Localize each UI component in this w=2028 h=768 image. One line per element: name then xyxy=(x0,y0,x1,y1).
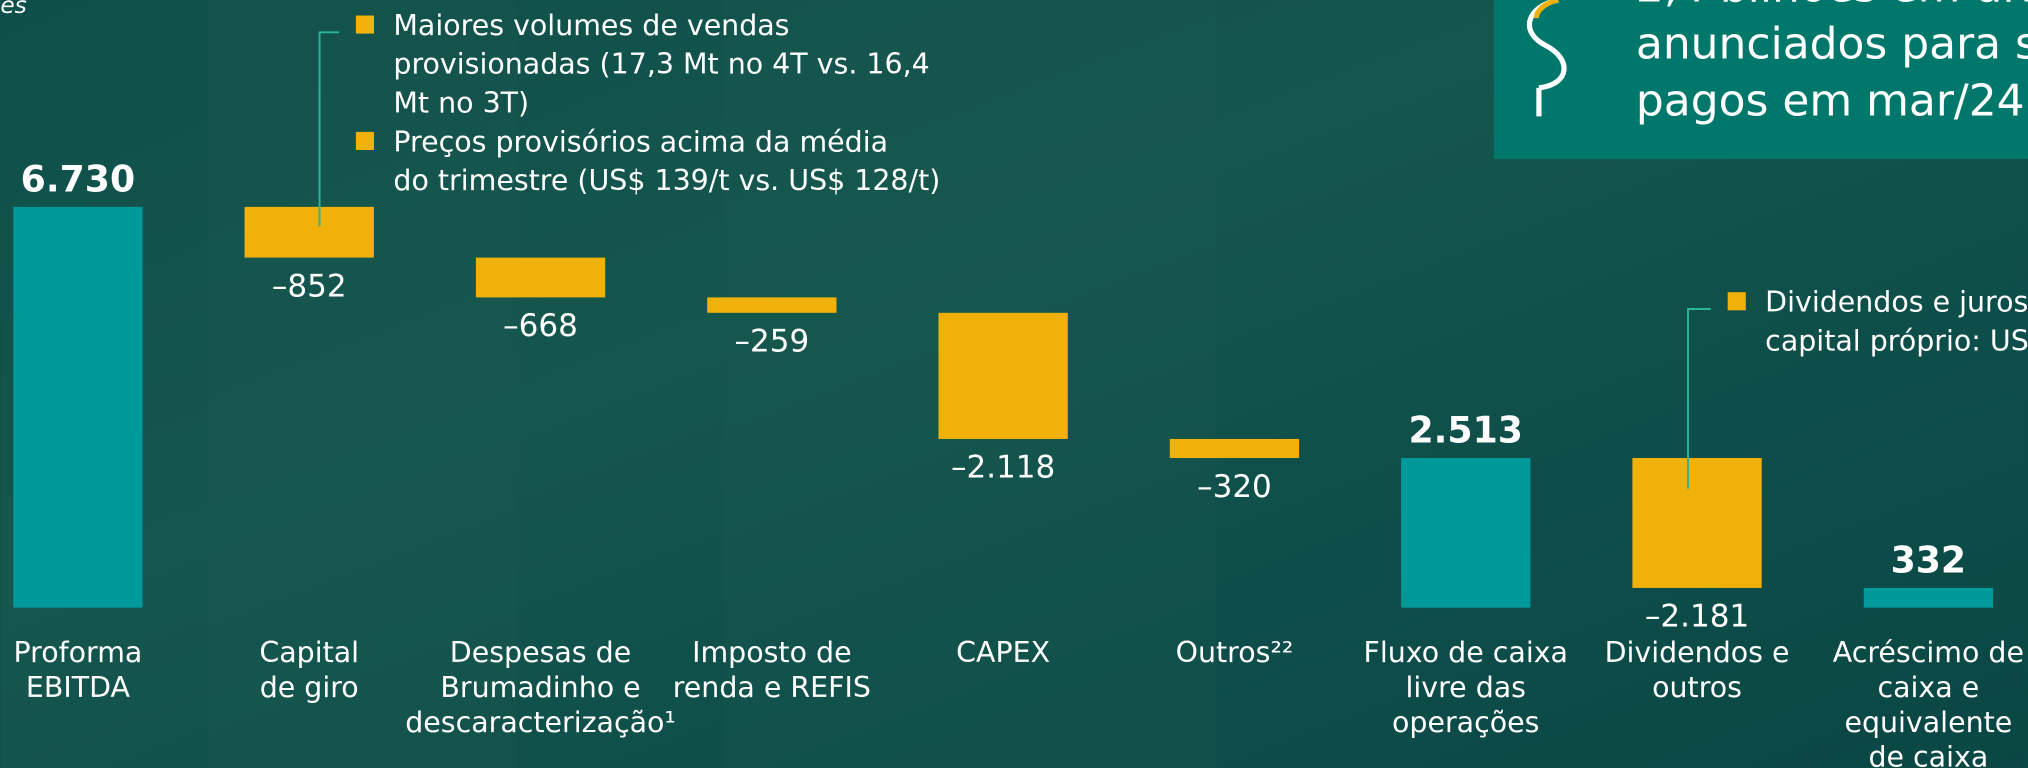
value-label: 6.730 xyxy=(21,157,135,200)
annotation-text: Maiores volumes de vendas provisionadas (… xyxy=(393,9,929,120)
category-label: Capital de giro xyxy=(259,636,359,704)
bar xyxy=(707,297,837,313)
bullet xyxy=(355,15,374,34)
value-label: –2.181 xyxy=(1645,599,1749,635)
value-label: 332 xyxy=(1891,538,1967,581)
bullet xyxy=(1727,292,1746,311)
photo-shade xyxy=(207,0,518,768)
annotation-text: Dividendos e juros capital próprio: US$ xyxy=(1765,286,2028,358)
value-label: –2.118 xyxy=(951,450,1055,486)
category-label: Fluxo de caixa livre das operações xyxy=(1364,636,1568,739)
callout-line: 2,4 bilhões em divi xyxy=(1636,0,2028,13)
category-label: Outros²² xyxy=(1176,636,1294,669)
bar xyxy=(1632,458,1762,588)
value-label: –852 xyxy=(272,268,347,304)
category-label: Proforma EBITDA xyxy=(13,636,142,704)
callout-line: pagos em mar/24 xyxy=(1636,75,2025,126)
bullet xyxy=(355,131,374,150)
bar xyxy=(244,206,374,258)
category-label: CAPEX xyxy=(956,636,1050,669)
category-label: Despesas de Brumadinho e descaracterização… xyxy=(405,636,676,739)
value-label: –320 xyxy=(1197,469,1272,505)
annotation-text: Preços provisórios acima da média do trim… xyxy=(393,125,940,197)
category-label: Imposto de renda e REFIS xyxy=(673,636,871,704)
bar xyxy=(1401,458,1531,608)
callout-text: 2,4 bilhões em divi anunciados para sepag… xyxy=(1636,0,2028,126)
bar xyxy=(475,257,606,298)
category-label: Dividendos e outros xyxy=(1605,636,1790,704)
connector xyxy=(318,31,340,227)
bar xyxy=(1169,438,1300,459)
bar xyxy=(1863,587,1994,608)
dollar-icon-accent xyxy=(1533,0,1559,19)
corner-text: es xyxy=(0,0,26,19)
bar xyxy=(938,312,1068,439)
value-label: 2.513 xyxy=(1409,408,1523,451)
chart: 6.730 Proforma EBITDA –852 Capital de giro –66… xyxy=(13,9,2028,768)
callout-line: anunciados para se xyxy=(1636,19,2028,70)
callout-box xyxy=(1493,0,2028,160)
value-label: –259 xyxy=(734,324,809,360)
connector xyxy=(1687,308,1711,489)
bar xyxy=(13,206,143,608)
category-label: Acréscimo de caixa e equivalente de caixa xyxy=(1833,636,2024,768)
value-label: –668 xyxy=(503,308,578,344)
